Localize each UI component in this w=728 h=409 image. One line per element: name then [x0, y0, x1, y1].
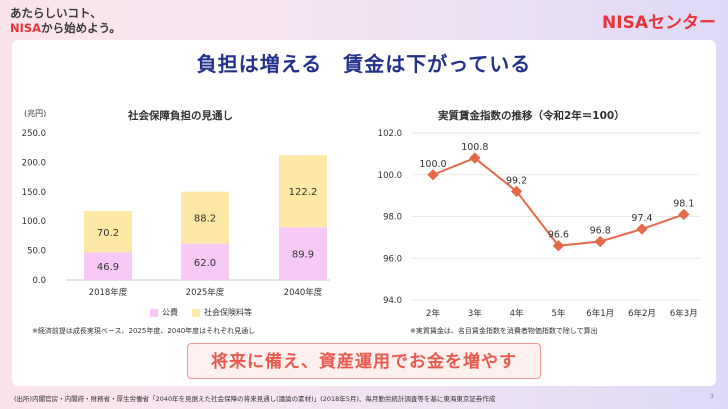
legend-swatch-insurance [192, 308, 200, 317]
right-x-tick-label: 4年 [510, 308, 524, 319]
right-x-tick-label: 6年3月 [670, 308, 698, 319]
wage-point [678, 208, 690, 221]
left-y-tick-label: 100.0 [22, 217, 46, 227]
bar-public [181, 243, 229, 280]
logo: NISAセンター [602, 8, 716, 33]
page-number: 3 [709, 392, 714, 400]
bar-insurance-label: 122.2 [289, 187, 318, 198]
logo-brand: NISA [602, 13, 648, 33]
bar-insurance [181, 191, 229, 244]
bar-insurance [84, 211, 132, 253]
left-y-tick-label: 250.0 [22, 129, 46, 139]
cta-banner: 将来に備え、資産運用でお金を増やす [187, 343, 541, 379]
wage-point-label: 100.0 [419, 159, 446, 170]
right-x-tick-label: 2年 [426, 308, 440, 319]
bar-public [84, 252, 132, 280]
left-y-tick-label: 50.0 [27, 247, 46, 257]
legend-item-public: 公費 [150, 307, 178, 318]
wage-point-label: 98.1 [673, 198, 694, 209]
wage-point-label: 99.2 [506, 175, 527, 186]
left-y-tick-label: 150.0 [22, 188, 46, 198]
wage-point [636, 223, 648, 235]
page-title: 負担は増える 賃金は下がっている [196, 52, 532, 76]
legend-label-public: 公費 [162, 308, 178, 317]
wage-point [427, 169, 439, 181]
right-y-tick-label: 96.0 [383, 254, 402, 264]
legend-swatch-public [150, 308, 158, 317]
tagline-line1: あたらしいコト、 [10, 6, 102, 20]
right-y-tick-label: 98.0 [383, 213, 402, 223]
wage-point [594, 235, 606, 248]
tagline-line2: NISAから始めよう。 [10, 21, 121, 36]
right-chart-note: ※実質賃金は、名目賃金指数を消費者物価指数で除して算出 [410, 327, 598, 335]
wage-point-label: 96.6 [548, 230, 569, 241]
wage-point-label: 100.8 [461, 142, 488, 153]
tagline: あたらしいコト、 NISAから始めよう。 [10, 6, 121, 36]
left-chart-title: 社会保障負担の見通し [128, 110, 233, 122]
source-footer: (出所)内閣官房・内閣府・財務省・厚生労働省「2040年を見据えた社会保障の将来… [14, 395, 496, 403]
right-x-tick-label: 5年 [551, 308, 565, 319]
right-x-tick-label: 6年1月 [586, 308, 614, 319]
bar-public-label: 62.0 [194, 258, 216, 269]
legend-item-insurance: 社会保険料等 [192, 307, 252, 318]
wage-point-label: 96.8 [590, 226, 611, 237]
left-chart-note: ※経済前提は成長実現ベース、2025年度、2040年度はそれぞれ見通し [32, 327, 256, 335]
wage-point [510, 185, 523, 198]
wage-point [469, 152, 481, 164]
wage-point [552, 240, 565, 252]
left-x-tick-label: 2025年度 [186, 287, 225, 298]
right-y-tick-label: 102.0 [378, 129, 402, 139]
right-y-tick-label: 100.0 [378, 171, 402, 181]
bar-insurance-label: 88.2 [194, 214, 216, 225]
right-y-tick-label: 94.0 [383, 296, 402, 306]
right-x-tick-label: 6年2月 [628, 308, 656, 319]
tagline-rest: から始めよう。 [41, 21, 121, 35]
bar-insurance [279, 155, 327, 228]
tagline-brand: NISA [10, 21, 42, 35]
logo-suffix: センター [648, 13, 716, 33]
bar-public [279, 227, 327, 280]
left-x-tick-label: 2018年度 [89, 287, 128, 298]
bar-public-label: 46.9 [97, 262, 119, 273]
bar-insurance-label: 70.2 [97, 228, 119, 239]
right-x-tick-label: 3年 [468, 308, 482, 319]
wage-point-label: 97.4 [631, 213, 652, 224]
left-y-tick-label: 0.0 [32, 276, 46, 286]
left-chart-legend: 公費 社会保険料等 [150, 307, 252, 318]
left-chart-unit: (兆円) [24, 109, 47, 118]
right-chart-title: 実質賃金指数の推移（令和2年＝100） [438, 110, 625, 122]
bar-public-label: 89.9 [292, 250, 314, 261]
left-y-tick-label: 200.0 [22, 158, 46, 168]
legend-label-insurance: 社会保険料等 [204, 308, 252, 317]
left-x-tick-label: 2040年度 [284, 287, 323, 298]
